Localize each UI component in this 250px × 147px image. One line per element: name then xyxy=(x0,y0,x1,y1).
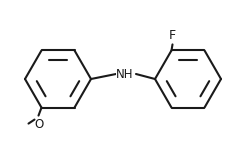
Text: F: F xyxy=(169,29,176,42)
Text: O: O xyxy=(34,118,43,131)
Text: NH: NH xyxy=(116,67,134,81)
